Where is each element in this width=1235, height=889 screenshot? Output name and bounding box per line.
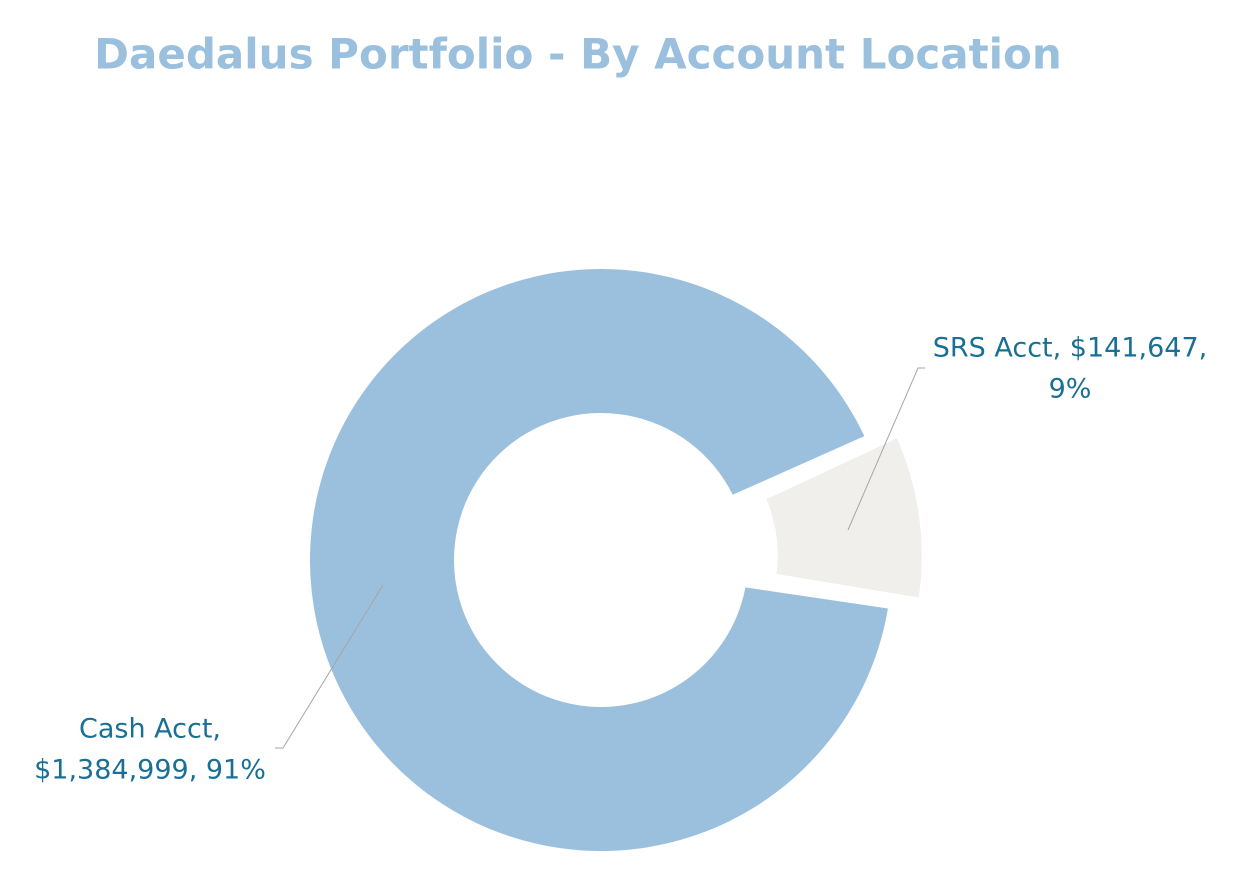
data-label: SRS Acct, $141,647, xyxy=(933,333,1207,364)
donut-slice xyxy=(310,269,888,852)
chart-title: Daedalus Portfolio - By Account Location xyxy=(94,30,1062,79)
data-label: $1,384,999, 91% xyxy=(34,755,266,786)
data-label: 9% xyxy=(1049,374,1092,405)
data-label: Cash Acct, xyxy=(79,714,221,745)
leader-line xyxy=(275,584,384,749)
leader-line xyxy=(847,367,925,531)
donut-slice xyxy=(766,438,922,598)
